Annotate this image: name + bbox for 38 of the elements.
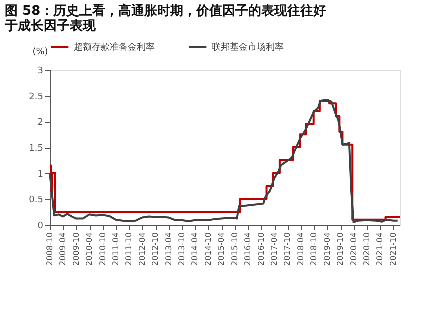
y-tick-label: 3 [38,66,44,76]
y-tick-label: 1.5 [29,144,44,154]
x-tick-label: 2015-10 [230,232,240,266]
x-tick-label: 2014-04 [190,232,200,266]
x-tick-label: 2009-04 [58,232,68,266]
x-tick-label: 2019-10 [336,232,346,266]
x-tick-label: 2013-04 [164,232,174,266]
legend-label: 超额存款准备金利率 [74,42,155,53]
x-tick-label: 2017-04 [270,232,280,266]
legend-label: 联邦基金市场利率 [212,42,284,53]
x-tick-label: 2012-04 [138,232,147,266]
x-tick-label: 2016-10 [256,232,266,266]
chart-title: 图 58：历史上看，高通胀时期，价值因子的表现往往好于成长因子表现 [4,3,327,34]
x-tick-label: 2009-10 [72,232,81,266]
y-tick-label: 0.5 [29,196,44,206]
x-tick-label: 2021-10 [388,232,398,266]
x-tick-label: 2012-10 [151,232,160,266]
x-tick-label: 2014-10 [204,232,213,266]
x-tick-label: 2020-04 [349,232,358,266]
x-tick-label: 2013-10 [178,232,187,266]
y-tick-label: 2 [38,118,44,128]
y-tick-label: 2.5 [29,92,44,102]
x-tick-label: 2011-10 [124,232,134,266]
x-tick-label: 2015-04 [217,232,226,266]
x-tick-label: 2010-10 [98,232,108,266]
y-axis-title: (%) [32,48,48,58]
x-tick-label: 2018-10 [310,232,319,266]
y-tick-label: 1 [38,170,44,180]
x-tick-label: 2011-04 [111,232,120,266]
x-tick-label: 2010-04 [85,232,94,266]
x-tick-label: 2016-04 [244,232,253,266]
x-tick-label: 2019-04 [322,232,332,266]
x-tick-label: 2021-04 [376,232,385,266]
x-tick-label: 2020-10 [362,232,372,266]
x-tick-label: 2008-10 [46,232,54,266]
x-tick-label: 2018-04 [296,232,306,266]
y-tick-label: 0 [38,222,44,232]
x-tick-label: 2017-10 [283,232,292,266]
